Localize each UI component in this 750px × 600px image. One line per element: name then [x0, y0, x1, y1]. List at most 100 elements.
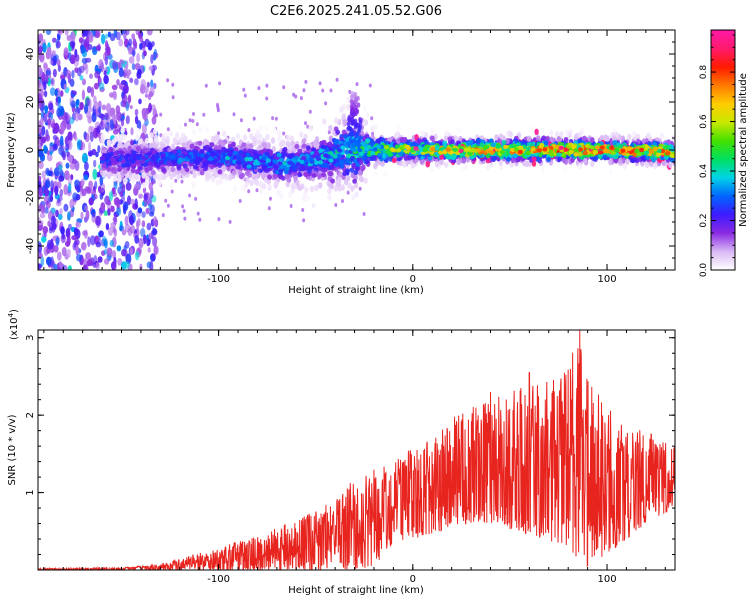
heatmap-cell	[38, 45, 43, 53]
heatmap-cell	[215, 134, 220, 141]
heatmap-cell	[320, 167, 326, 173]
heatmap-cell	[145, 208, 150, 215]
heatmap-cell	[242, 87, 246, 92]
heatmap-cell	[50, 238, 54, 250]
heatmap-cell	[303, 171, 309, 177]
heatmap-cell	[627, 133, 632, 141]
heatmap-cell	[653, 162, 658, 169]
heatmap-cell	[122, 204, 127, 215]
heatmap-cell	[258, 181, 264, 188]
heatmap-cell	[38, 102, 41, 109]
heatmap-cell	[266, 143, 271, 150]
heatmap-cell	[299, 131, 304, 138]
heatmap-cell	[217, 169, 223, 175]
heatmap-cell	[294, 94, 298, 99]
heatmap-cell	[143, 111, 148, 122]
heatmap-cell	[546, 156, 551, 163]
heatmap-cell	[113, 217, 118, 225]
heatmap-cell	[82, 264, 89, 270]
heatmap-cell	[51, 222, 56, 233]
heatmap-cell	[425, 161, 430, 168]
heatmap-cell	[66, 35, 73, 41]
heatmap-cell	[341, 113, 347, 120]
heatmap-cell	[121, 94, 128, 104]
heatmap-cell	[166, 203, 170, 208]
heatmap-cell	[372, 124, 378, 131]
heatmap-cell	[434, 161, 440, 168]
heatmap-cell	[161, 213, 165, 218]
heatmap-cell	[423, 131, 429, 139]
heatmap-cell	[146, 261, 152, 269]
heatmap-cell	[157, 180, 162, 187]
heatmap-cell	[358, 186, 362, 191]
heatmap-cell	[106, 124, 110, 133]
heatmap-cell	[391, 157, 397, 164]
heatmap-cell	[74, 179, 80, 187]
heatmap-cell	[137, 207, 143, 214]
heatmap-cell	[127, 94, 132, 104]
heatmap-cell	[94, 71, 100, 79]
heatmap-cell	[198, 126, 203, 134]
heatmap-cell	[151, 253, 156, 261]
heatmap-cell	[328, 171, 334, 177]
heatmap-cell	[111, 114, 118, 121]
heatmap-cell	[45, 70, 51, 76]
heatmap-cell	[274, 116, 278, 121]
heatmap-cell	[104, 112, 109, 121]
heatmap-cell	[95, 31, 100, 39]
heatmap-cell	[466, 140, 471, 147]
heatmap-cell	[358, 175, 363, 182]
heatmap-cell	[258, 188, 263, 195]
heatmap-cell	[212, 136, 217, 143]
heatmap-cell	[498, 133, 504, 140]
heatmap-cell	[74, 135, 78, 141]
heatmap-cell	[116, 79, 120, 86]
heatmap-cell	[93, 193, 98, 200]
heatmap-cell	[577, 139, 582, 145]
heatmap-cell	[43, 246, 49, 256]
heatmap-cell	[611, 135, 617, 142]
heatmap-cell	[52, 135, 58, 141]
heatmap-cell	[650, 157, 656, 163]
heatmap-cell	[53, 122, 60, 134]
heatmap-cell	[196, 211, 200, 216]
heatmap-cell	[42, 42, 47, 53]
heatmap-cell	[327, 188, 332, 195]
heatmap-cell	[491, 155, 497, 161]
heatmap-cell	[207, 172, 212, 179]
heatmap-cell	[152, 236, 158, 247]
heatmap-cell	[92, 168, 98, 180]
heatmap-cell	[292, 92, 296, 97]
heatmap-cell	[301, 138, 307, 144]
heatmap-cell	[111, 84, 118, 91]
heatmap-cell	[630, 157, 636, 164]
heatmap-cell	[410, 162, 416, 169]
heatmap-cell	[84, 132, 90, 143]
heatmap-cell	[171, 170, 177, 178]
heatmap-cell	[181, 204, 185, 209]
heatmap-cell	[111, 138, 116, 146]
heatmap-cell	[620, 135, 625, 142]
heatmap-cell	[249, 133, 254, 140]
heatmap-cell	[121, 229, 127, 236]
heatmap-cell	[621, 157, 626, 164]
heatmap-cell	[258, 125, 264, 132]
heatmap-cell	[541, 135, 547, 141]
heatmap-cell	[58, 164, 63, 171]
heatmap-cell	[337, 177, 342, 184]
heatmap-cell	[269, 196, 272, 201]
heatmap-cell	[38, 242, 43, 254]
heatmap-cell	[341, 199, 344, 203]
heatmap-cell	[363, 177, 368, 184]
heatmap-cell	[175, 132, 180, 139]
heatmap-cell	[117, 134, 123, 141]
heatmap-cell	[153, 48, 158, 59]
heatmap-cell	[128, 38, 133, 47]
heatmap-cell	[113, 30, 117, 38]
heatmap-cell	[235, 133, 241, 140]
heatmap-cell	[48, 170, 53, 177]
heatmap-cell	[228, 219, 232, 224]
heatmap-cell	[294, 143, 300, 150]
heatmap-cell	[668, 161, 673, 168]
heatmap-cell	[222, 130, 227, 137]
